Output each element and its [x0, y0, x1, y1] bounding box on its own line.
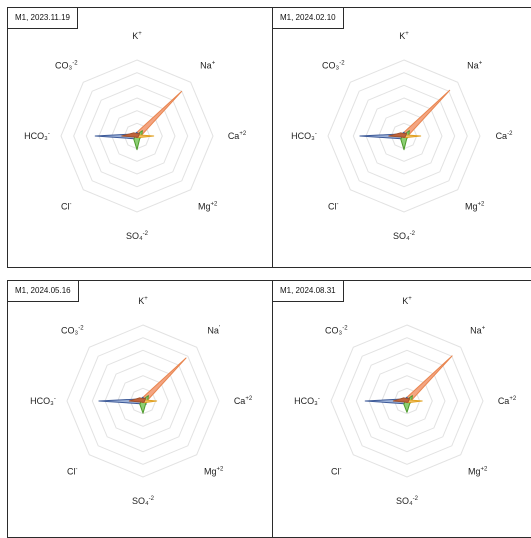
axis-label: CO₃-2 [322, 60, 345, 70]
series-polygon-5 [392, 397, 411, 403]
grid-ring [98, 97, 176, 175]
grid-ring [327, 59, 481, 213]
grid-ring [352, 84, 456, 188]
grid-ring [129, 387, 157, 415]
chart-panel-3: M1, 2024.05.16 K+ Na' Ca+2 Mg+2 SO₄-2 Cl- HCO₃… [7, 280, 273, 538]
axis-label: Ca+2 [234, 396, 253, 406]
grid-ring [381, 375, 433, 427]
series-polygon-5 [388, 132, 408, 138]
axis-label: CO₃-2 [61, 325, 84, 335]
axis-label: K+ [402, 296, 412, 306]
axis-label: HCO₃- [291, 131, 317, 141]
grid-ring [79, 337, 207, 465]
grid-ring [368, 362, 446, 440]
axis-label: Cl- [61, 202, 72, 212]
axis-label: Mg+2 [468, 467, 488, 477]
axis-label: SO₄-2 [132, 496, 155, 506]
chart-panel-1: M1, 2023.11.19 K+ Na+ Ca+2 Mg+2 SO₄-2 Cl- HCO₃… [7, 7, 273, 268]
series-polygon-5 [121, 132, 141, 138]
axis-label: Mg+2 [204, 467, 224, 477]
axis-label: CO₃-2 [325, 325, 348, 335]
grid-ring [365, 97, 443, 175]
radar-chart: K+ Na+ Ca+2 Mg+2 SO₄-2 Cl- HCO₃- CO₃-2 [294, 296, 517, 506]
axis-label: Na' [207, 325, 220, 335]
grid-ring [111, 110, 163, 162]
series-polygon-5 [128, 397, 147, 403]
chart-panel-2: M1, 2024.02.10 K+ Na+ Ca-2 Mg+2 SO₄-2 Cl- HCO₃… [272, 7, 531, 268]
grid-ring [378, 110, 430, 162]
chart-title: M1, 2024.08.31 [273, 281, 344, 302]
axis-label: Mg+2 [198, 202, 218, 212]
axis-label: HCO₃- [24, 131, 50, 141]
axis-label: CO₃-2 [55, 60, 78, 70]
grid-ring [85, 84, 189, 188]
grid-ring [73, 72, 201, 200]
axis-label: Cl- [67, 467, 78, 477]
chart-title: M1, 2024.02.10 [273, 8, 344, 29]
chart-panel-4: M1, 2024.08.31 K+ Na+ Ca+2 Mg+2 SO₄-2 Cl- HCO₃… [272, 280, 531, 538]
grid-ring [91, 349, 195, 453]
grid-ring [117, 375, 169, 427]
axis-label: SO₄-2 [126, 231, 149, 241]
axis-label: Cl- [328, 202, 339, 212]
axis-label: Ca+2 [498, 396, 517, 406]
axis-label: HCO₃- [30, 396, 56, 406]
radar-chart: K+ Na' Ca+2 Mg+2 SO₄-2 Cl- HCO₃- CO₃-2 [30, 296, 253, 506]
grid-ring [393, 387, 421, 415]
radar-chart: K+ Na+ Ca-2 Mg+2 SO₄-2 Cl- HCO₃- CO₃-2 [291, 31, 514, 241]
grid-ring [330, 324, 484, 478]
grid-ring [66, 324, 220, 478]
axis-label: Ca+2 [228, 131, 247, 141]
axis-label: Ca-2 [496, 131, 514, 141]
axis-label: Cl- [331, 467, 342, 477]
axis-label: K+ [132, 31, 142, 41]
axis-label: Na+ [470, 325, 486, 335]
axis-label: HCO₃- [294, 396, 320, 406]
grid-ring [104, 362, 182, 440]
axis-label: Na+ [467, 60, 483, 70]
axis-label: SO₄-2 [396, 496, 419, 506]
axis-label: SO₄-2 [393, 231, 416, 241]
grid-ring [355, 349, 459, 453]
axis-label: K+ [138, 296, 148, 306]
axis-label: Na+ [200, 60, 216, 70]
chart-title: M1, 2024.05.16 [8, 281, 79, 302]
axis-label: Mg+2 [465, 202, 485, 212]
grid-ring [343, 337, 471, 465]
chart-title: M1, 2023.11.19 [8, 8, 79, 29]
radar-chart: K+ Na+ Ca+2 Mg+2 SO₄-2 Cl- HCO₃- CO₃-2 [24, 31, 247, 241]
grid-ring [340, 72, 468, 200]
grid-ring [60, 59, 214, 213]
axis-label: K+ [399, 31, 409, 41]
